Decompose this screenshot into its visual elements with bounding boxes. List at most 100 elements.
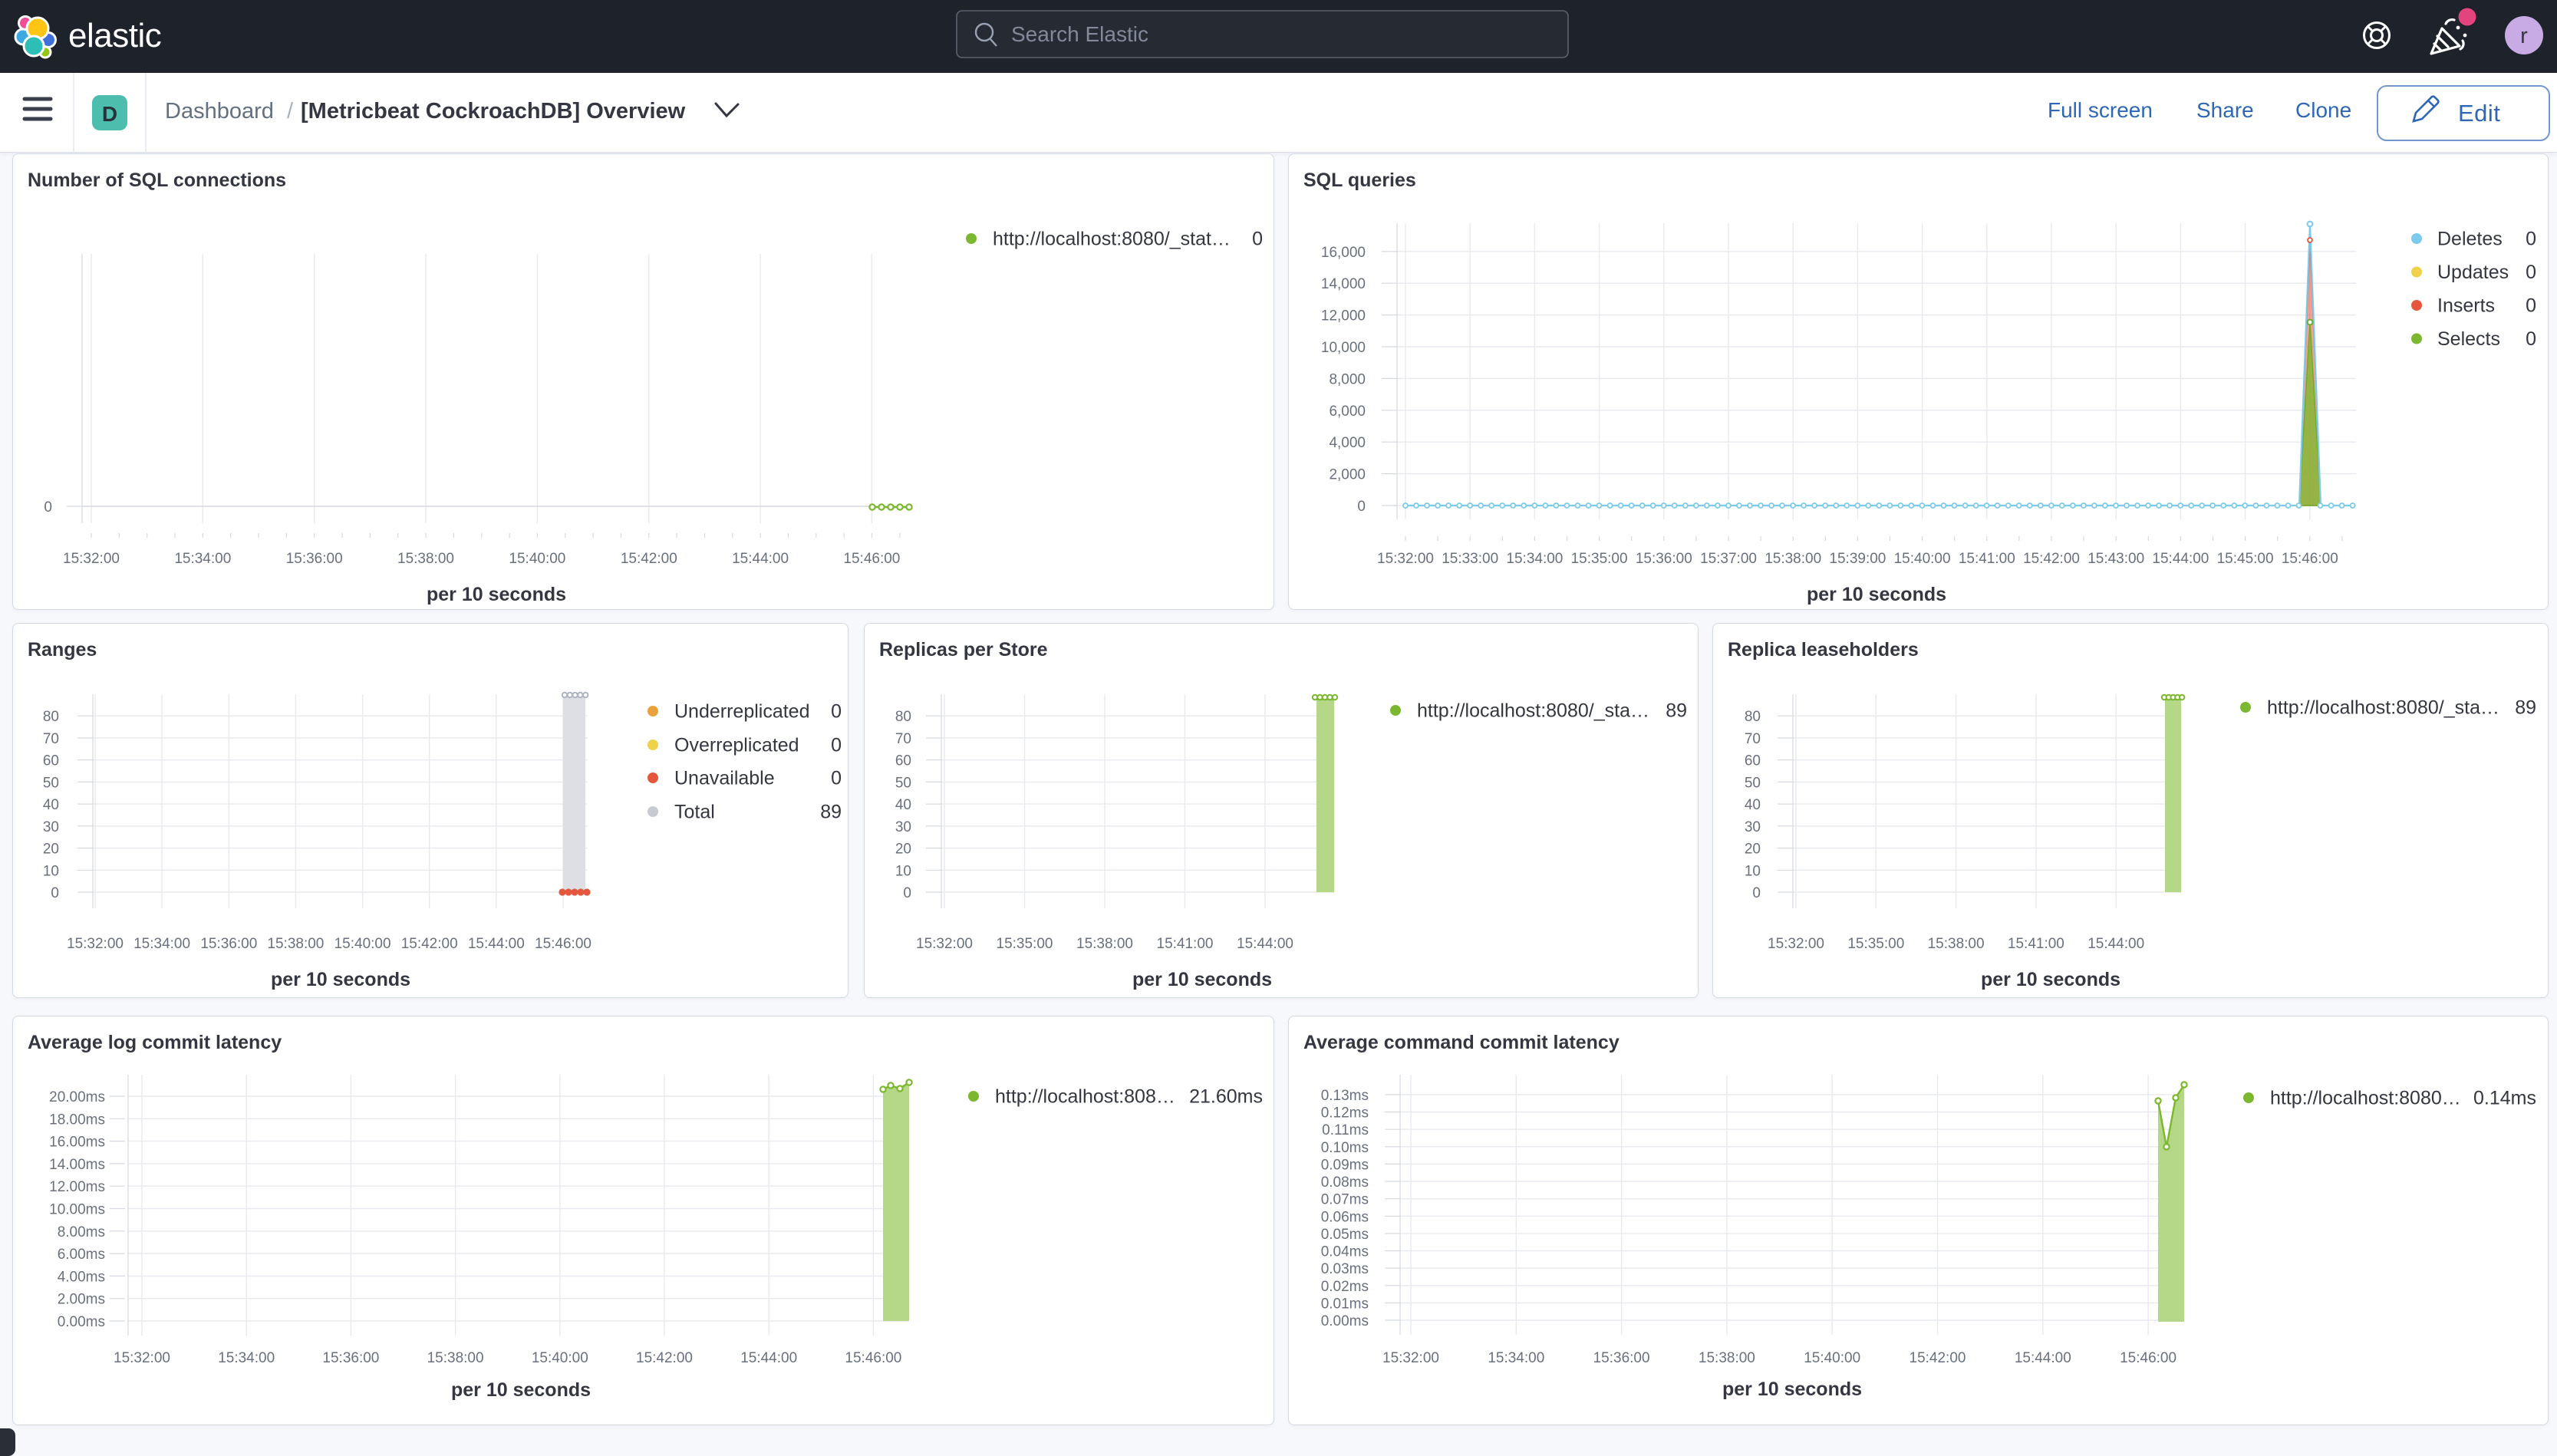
svg-text:30: 30: [1745, 819, 1761, 835]
svg-text:40: 40: [43, 797, 59, 813]
svg-text:Updates: Updates: [2437, 262, 2509, 283]
svg-text:30: 30: [43, 819, 59, 835]
svg-text:15:35:00: 15:35:00: [997, 936, 1053, 952]
svg-text:0: 0: [44, 499, 52, 516]
svg-text:Overreplicated: Overreplicated: [674, 735, 799, 756]
svg-text:0: 0: [831, 701, 842, 723]
svg-text:per 10 seconds: per 10 seconds: [271, 969, 410, 990]
svg-text:15:41:00: 15:41:00: [2008, 936, 2064, 952]
svg-text:http://localhost:8080…: http://localhost:8080…: [2270, 1088, 2461, 1109]
svg-text:40: 40: [1745, 797, 1761, 813]
svg-text:Dashboard: Dashboard: [165, 99, 274, 124]
svg-text:15:40:00: 15:40:00: [334, 936, 391, 952]
svg-text:Total: Total: [674, 802, 715, 823]
svg-text:15:35:00: 15:35:00: [1847, 936, 1904, 952]
svg-text:Full screen: Full screen: [2048, 98, 2153, 122]
svg-text:4.00ms: 4.00ms: [58, 1269, 105, 1285]
svg-text:0: 0: [2526, 328, 2536, 350]
svg-text:15:42:00: 15:42:00: [2023, 551, 2080, 567]
svg-text:20: 20: [43, 842, 59, 858]
svg-text:15:33:00: 15:33:00: [1442, 551, 1498, 567]
svg-text:0.07ms: 0.07ms: [1321, 1192, 1369, 1208]
svg-text:15:44:00: 15:44:00: [1237, 936, 1293, 952]
svg-text:12,000: 12,000: [1321, 308, 1366, 324]
svg-text:70: 70: [1745, 731, 1761, 747]
svg-text:Replicas per Store: Replicas per Store: [879, 639, 1048, 660]
svg-text:50: 50: [1745, 775, 1761, 791]
svg-text:18.00ms: 18.00ms: [49, 1112, 105, 1128]
svg-text:15:36:00: 15:36:00: [322, 1350, 379, 1366]
svg-text:Inserts: Inserts: [2437, 295, 2495, 317]
svg-text:0.12ms: 0.12ms: [1321, 1105, 1369, 1122]
svg-text:15:32:00: 15:32:00: [67, 936, 124, 952]
svg-text:60: 60: [895, 753, 911, 769]
svg-text:15:34:00: 15:34:00: [174, 551, 231, 567]
svg-text:Number of SQL connections: Number of SQL connections: [28, 170, 286, 191]
svg-text:elastic: elastic: [68, 17, 161, 54]
svg-text:15:42:00: 15:42:00: [621, 551, 677, 567]
svg-text:0.03ms: 0.03ms: [1321, 1261, 1369, 1277]
svg-text:http://localhost:8080/_stat…: http://localhost:8080/_stat…: [993, 229, 1231, 250]
svg-text:15:44:00: 15:44:00: [2087, 936, 2144, 952]
svg-text:SQL queries: SQL queries: [1303, 170, 1416, 191]
svg-text:15:46:00: 15:46:00: [2282, 551, 2338, 567]
svg-text:70: 70: [43, 731, 59, 747]
svg-text:15:40:00: 15:40:00: [532, 1350, 588, 1366]
svg-text:15:34:00: 15:34:00: [133, 936, 190, 952]
svg-text:15:40:00: 15:40:00: [1804, 1350, 1860, 1366]
svg-text:15:34:00: 15:34:00: [1506, 551, 1563, 567]
svg-text:8,000: 8,000: [1329, 371, 1366, 387]
svg-text:0.01ms: 0.01ms: [1321, 1296, 1369, 1312]
svg-text:0.14ms: 0.14ms: [2473, 1088, 2536, 1109]
svg-text:12.00ms: 12.00ms: [49, 1179, 105, 1195]
svg-text:89: 89: [2515, 697, 2536, 719]
svg-text:[Metricbeat CockroachDB] Overv: [Metricbeat CockroachDB] Overview: [301, 99, 686, 124]
svg-text:Replica leaseholders: Replica leaseholders: [1728, 639, 1919, 660]
svg-text:15:44:00: 15:44:00: [740, 1350, 797, 1366]
svg-text:15:46:00: 15:46:00: [843, 551, 900, 567]
svg-text:15:32:00: 15:32:00: [114, 1350, 170, 1366]
svg-text:15:32:00: 15:32:00: [63, 551, 120, 567]
svg-text:0.04ms: 0.04ms: [1321, 1244, 1369, 1260]
svg-text:15:32:00: 15:32:00: [1768, 936, 1824, 952]
svg-text:http://localhost:8080/_sta…: http://localhost:8080/_sta…: [2267, 697, 2499, 719]
svg-text:10: 10: [1745, 863, 1761, 879]
svg-text:15:44:00: 15:44:00: [468, 936, 525, 952]
svg-text:60: 60: [1745, 753, 1761, 769]
svg-text:Edit: Edit: [2458, 100, 2500, 127]
svg-text:Clone: Clone: [2295, 98, 2351, 122]
svg-text:0: 0: [903, 885, 911, 901]
svg-text:15:38:00: 15:38:00: [1076, 936, 1133, 952]
svg-text:15:38:00: 15:38:00: [1765, 551, 1821, 567]
svg-text:15:45:00: 15:45:00: [2217, 551, 2274, 567]
svg-text:0: 0: [831, 735, 842, 756]
svg-text:0.10ms: 0.10ms: [1321, 1140, 1369, 1156]
svg-text:2.00ms: 2.00ms: [58, 1292, 105, 1308]
svg-text:http://localhost:808…: http://localhost:808…: [995, 1086, 1175, 1108]
svg-text:15:42:00: 15:42:00: [401, 936, 458, 952]
svg-text:15:42:00: 15:42:00: [636, 1350, 693, 1366]
svg-text:0.02ms: 0.02ms: [1321, 1279, 1369, 1295]
svg-text:15:36:00: 15:36:00: [286, 551, 343, 567]
svg-text:per 10 seconds: per 10 seconds: [1981, 969, 2120, 990]
svg-text:Share: Share: [2196, 98, 2254, 122]
svg-text:per 10 seconds: per 10 seconds: [1132, 969, 1272, 990]
svg-text:60: 60: [43, 753, 59, 769]
svg-text:15:32:00: 15:32:00: [1377, 551, 1434, 567]
svg-text:per 10 seconds: per 10 seconds: [451, 1379, 591, 1401]
svg-text:0.06ms: 0.06ms: [1321, 1209, 1369, 1225]
svg-text:15:36:00: 15:36:00: [1636, 551, 1692, 567]
svg-text:15:46:00: 15:46:00: [535, 936, 591, 952]
svg-text:40: 40: [895, 797, 911, 813]
svg-text:80: 80: [43, 709, 59, 725]
svg-text:0: 0: [1252, 229, 1263, 250]
svg-text:0: 0: [1357, 499, 1366, 515]
svg-text:89: 89: [820, 802, 842, 823]
svg-text:15:32:00: 15:32:00: [916, 936, 973, 952]
svg-text:70: 70: [895, 731, 911, 747]
svg-text:15:46:00: 15:46:00: [845, 1350, 901, 1366]
svg-text:15:40:00: 15:40:00: [1894, 551, 1951, 567]
svg-text:10,000: 10,000: [1321, 340, 1366, 356]
svg-text:0.13ms: 0.13ms: [1321, 1088, 1369, 1104]
svg-text:Selects: Selects: [2437, 328, 2500, 350]
